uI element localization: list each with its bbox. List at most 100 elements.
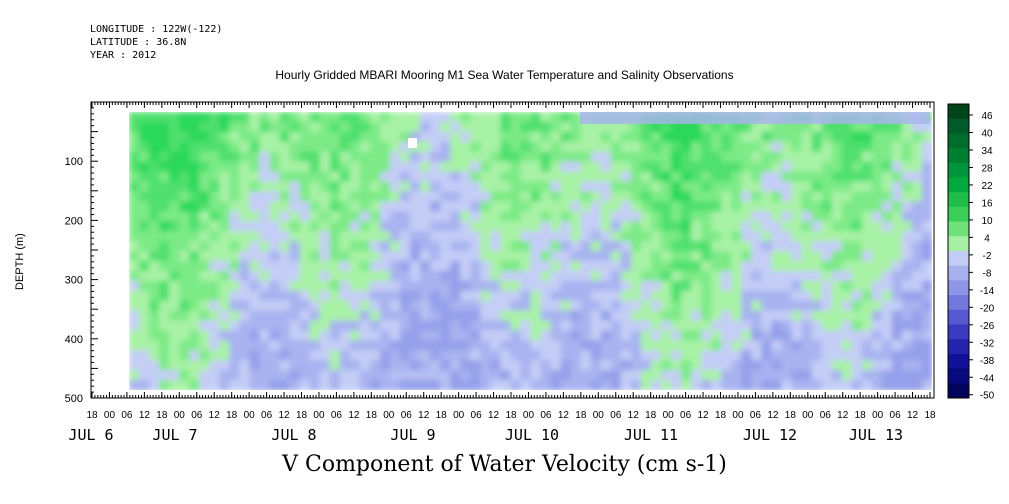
- heat-cell: [771, 181, 783, 193]
- heat-cell: [660, 171, 673, 183]
- heat-cell: [139, 260, 151, 272]
- heat-cell: [389, 320, 402, 332]
- heat-cell: [640, 330, 652, 342]
- heat-cell: [450, 201, 462, 213]
- heat-cell: [861, 241, 873, 252]
- heat-cell: [911, 231, 923, 243]
- heat-cell: [801, 310, 813, 322]
- heat-cell: [309, 181, 321, 193]
- heat-cell: [811, 131, 823, 143]
- heat-cell: [741, 191, 753, 203]
- heat-cell: [821, 340, 833, 352]
- heat-cell: [319, 310, 331, 322]
- heat-cell: [249, 340, 261, 352]
- heat-cell: [520, 241, 532, 252]
- heat-cell: [329, 350, 341, 362]
- heat-cell: [229, 181, 241, 193]
- heat-cell: [510, 360, 522, 372]
- heat-cell: [781, 290, 793, 302]
- heat-cell: [199, 181, 211, 193]
- heat-cell: [400, 300, 412, 312]
- heat-cell: [801, 251, 813, 262]
- heat-cell: [279, 131, 291, 143]
- heat-cell: [851, 251, 863, 262]
- heat-cell: [339, 112, 351, 123]
- heat-cell: [379, 350, 391, 362]
- heat-cell: [189, 201, 201, 213]
- heat-cell: [520, 330, 532, 342]
- heat-cell: [359, 370, 371, 382]
- heat-cell: [891, 340, 903, 352]
- heat-cell: [921, 221, 932, 233]
- heat-cell: [520, 121, 532, 133]
- heat-cell: [309, 131, 321, 143]
- heat-cell: [630, 151, 642, 163]
- heat-cell: [831, 330, 843, 342]
- heat-cell: [520, 151, 532, 163]
- heat-cell: [841, 310, 853, 322]
- heat-cell: [389, 191, 402, 203]
- heat-cell: [420, 380, 432, 390]
- heat-cell: [179, 221, 191, 233]
- heat-cell: [801, 141, 813, 153]
- heat-cell: [470, 310, 482, 322]
- heat-cell: [871, 320, 883, 332]
- heat-cell: [500, 231, 512, 243]
- heat-cell: [590, 360, 602, 372]
- heat-cell: [590, 251, 602, 262]
- heat-cell: [640, 370, 652, 382]
- heat-cell: [681, 231, 693, 243]
- heat-cell: [660, 350, 673, 362]
- heat-cell: [671, 330, 683, 342]
- heat-cell: [500, 112, 512, 123]
- heat-cell: [731, 251, 743, 262]
- heat-cell: [430, 290, 442, 302]
- heat-cell: [801, 151, 813, 163]
- heat-cell: [881, 161, 893, 173]
- heat-cell: [480, 241, 492, 252]
- heat-cell: [199, 300, 211, 312]
- heat-cell: [480, 181, 492, 193]
- heat-cell: [450, 151, 462, 163]
- heat-cell: [921, 141, 932, 153]
- heat-cell: [450, 141, 462, 153]
- heat-cell: [299, 121, 311, 133]
- heat-cell: [540, 290, 552, 302]
- heat-cell: [279, 290, 291, 302]
- heat-cell: [259, 171, 271, 183]
- heat-cell: [510, 131, 522, 143]
- heat-cell: [169, 300, 181, 312]
- heat-cell: [791, 141, 803, 153]
- heat-cell: [620, 131, 632, 143]
- heat-cell: [279, 181, 291, 193]
- heat-cell: [389, 201, 402, 213]
- heat-cell: [149, 231, 161, 243]
- heat-cell: [620, 260, 632, 272]
- heat-cell: [771, 300, 783, 312]
- heat-cell: [179, 191, 191, 203]
- heat-cell: [470, 151, 482, 163]
- heat-cell: [821, 121, 833, 133]
- x-hour-label: 06: [121, 410, 133, 421]
- heat-cell: [911, 350, 923, 362]
- heat-cell: [921, 121, 932, 133]
- heat-cell: [570, 280, 582, 292]
- heat-cell: [169, 211, 181, 223]
- heat-cell: [289, 231, 301, 243]
- heat-cell: [209, 141, 221, 153]
- heat-cell: [440, 251, 452, 262]
- heat-cell: [430, 201, 442, 213]
- x-hour-label: 12: [628, 410, 640, 421]
- heat-cell: [209, 151, 221, 163]
- heat-cell: [610, 350, 622, 362]
- heat-cell: [540, 330, 552, 342]
- heat-cell: [219, 151, 231, 163]
- heat-cell: [219, 211, 231, 223]
- heat-cell: [741, 241, 753, 252]
- heat-cell: [369, 310, 381, 322]
- heat-cell: [660, 221, 673, 233]
- heat-cell: [139, 171, 151, 183]
- heat-cell: [339, 141, 351, 153]
- heat-cell: [731, 191, 743, 203]
- heat-cell: [540, 221, 552, 233]
